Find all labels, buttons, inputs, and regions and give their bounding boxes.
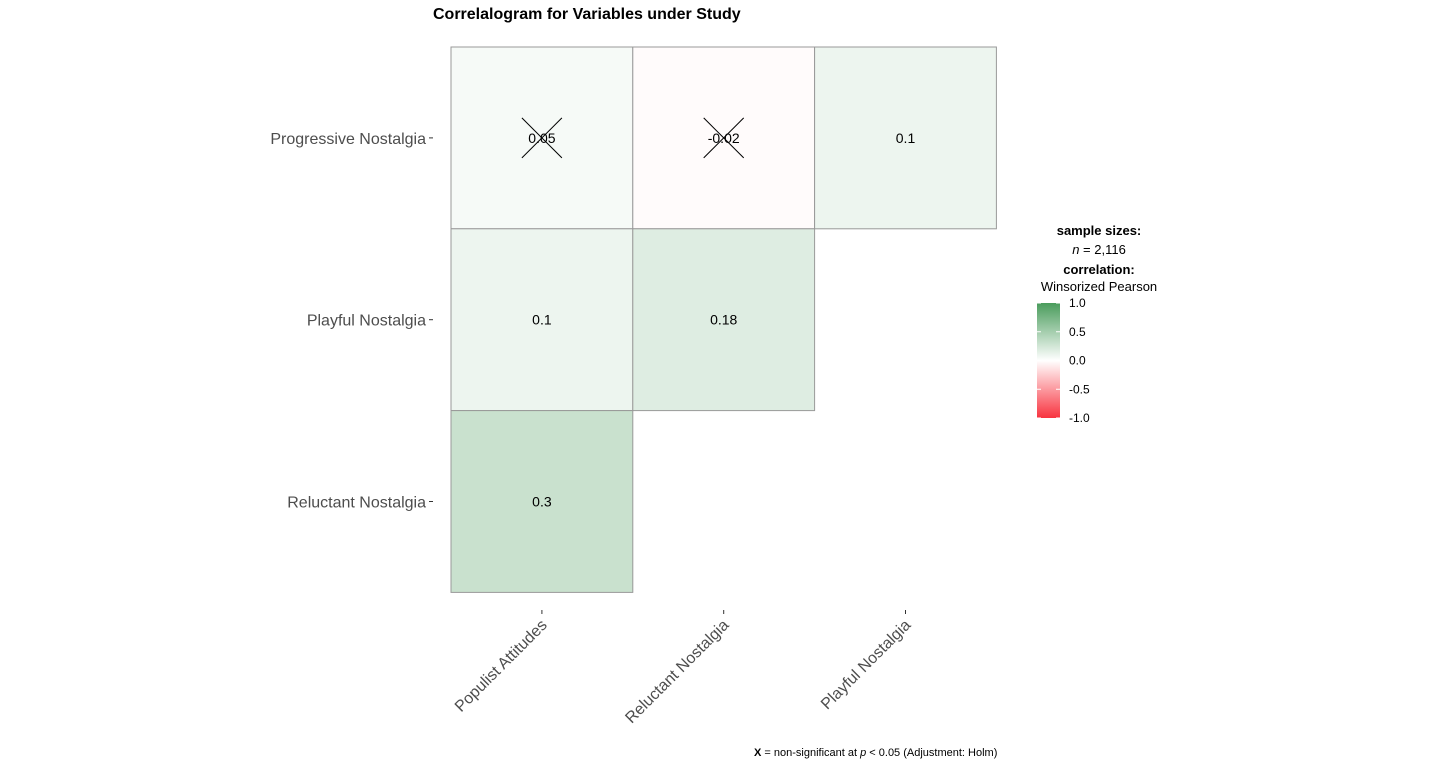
x-axis: Populist Attitudes Reluctant Nostalgia Pla… (452, 610, 914, 727)
nonsignificant-cross-line (521, 117, 563, 159)
legend-correlation-method: Winsorized Pearson (1041, 279, 1157, 294)
heatmap-cell (450, 410, 634, 593)
heatmap-cell (814, 46, 997, 230)
legend-ticks: 1.0 0.5 0.0 -0.5 -1.0 (1037, 296, 1090, 425)
x-tick-label: Playful Nostalgia (818, 617, 914, 713)
nonsignificant-cross-line (703, 117, 745, 159)
legend-tick-label: -0.5 (1069, 382, 1090, 396)
x-tick-label: Reluctant Nostalgia (622, 617, 732, 727)
y-tick-label: Reluctant Nostalgia (287, 495, 426, 512)
legend-tick-label: 0.0 (1069, 354, 1086, 368)
legend-tick-label: -1.0 (1069, 411, 1090, 425)
legend-colorbar (1037, 303, 1060, 418)
chart-caption: X = non-significant at p < 0.05 (Adjustm… (754, 747, 997, 759)
legend-sample-title: sample sizes: (1057, 223, 1142, 238)
x-tick-label: Populist Attitudes (452, 617, 551, 716)
chart-title: Correlalogram for Variables under Study (433, 6, 741, 23)
y-tick-label: Playful Nostalgia (307, 313, 426, 330)
legend-correlation-title: correlation: (1063, 262, 1135, 277)
heatmap-cells: 0.05-0.020.10.10.180.3 (450, 46, 997, 593)
cell-value-label: 0.3 (532, 494, 552, 510)
heatmap-cell (632, 228, 816, 412)
y-axis: Progressive Nostalgia Playful Nostalgia Re… (270, 131, 433, 512)
legend-tick-label: 1.0 (1069, 296, 1086, 310)
cell-value-label: 0.18 (710, 312, 737, 328)
legend-tick-label: 0.5 (1069, 325, 1086, 339)
y-tick-label: Progressive Nostalgia (270, 131, 426, 148)
legend: sample sizes: n = 2,116 correlation: Win… (1037, 223, 1157, 425)
cell-value-label: 0.1 (896, 130, 916, 146)
legend-sample-size: n = 2,116 (1072, 242, 1126, 257)
cell-value-label: 0.1 (532, 312, 552, 328)
